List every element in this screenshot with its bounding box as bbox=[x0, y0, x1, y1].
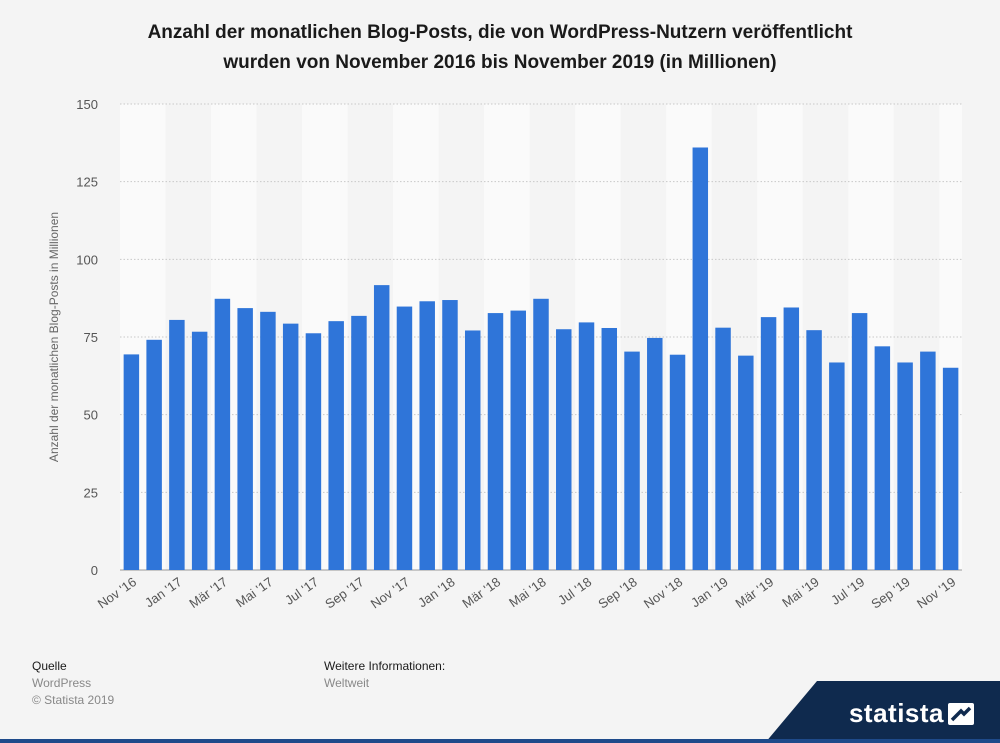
bar bbox=[123, 354, 140, 570]
bar bbox=[897, 362, 913, 570]
x-tick-label: Jan '19 bbox=[688, 574, 731, 610]
bar bbox=[738, 355, 754, 570]
bar bbox=[942, 367, 959, 570]
bar bbox=[328, 321, 344, 570]
x-tick-label: Sep '17 bbox=[322, 574, 366, 611]
x-tick-label: Jul '19 bbox=[828, 574, 867, 608]
bar bbox=[260, 311, 276, 570]
info-value: Weltweit bbox=[324, 676, 370, 690]
y-tick-label: 25 bbox=[84, 485, 98, 500]
y-axis-ticks: 0 25 50 75 100 125 150 bbox=[76, 97, 98, 578]
bar bbox=[373, 285, 390, 570]
bar bbox=[920, 351, 936, 570]
bar bbox=[624, 351, 640, 570]
bar bbox=[351, 315, 367, 570]
logo-background bbox=[765, 681, 1000, 743]
bar bbox=[874, 346, 891, 570]
bar bbox=[851, 313, 868, 570]
bar bbox=[237, 308, 253, 570]
bar bbox=[783, 307, 800, 570]
source-name: WordPress bbox=[32, 676, 92, 690]
statista-logo-icon bbox=[948, 703, 974, 725]
bar bbox=[396, 306, 413, 570]
bar bbox=[169, 319, 185, 570]
info-block: Weitere Informationen: Weltweit bbox=[324, 658, 445, 692]
y-tick-label: 125 bbox=[76, 175, 98, 190]
bar bbox=[692, 147, 709, 570]
x-tick-label: Jul '18 bbox=[555, 574, 594, 608]
x-tick-label: Mai '17 bbox=[233, 574, 276, 610]
bar bbox=[601, 327, 618, 570]
bar bbox=[282, 323, 299, 570]
x-tick-label: Nov '17 bbox=[368, 574, 412, 611]
logo-text: statista bbox=[848, 698, 944, 728]
y-tick-label: 100 bbox=[76, 252, 98, 267]
x-axis-ticks: Nov '16 Jan '17 Mär '17 Mai '17 Jul '17 Sep '… bbox=[95, 574, 959, 611]
y-axis-label: Anzahl der monatlichen Blog-Posts in Mil… bbox=[47, 212, 61, 462]
chart-title-line-2: wurden von November 2016 bis November 20… bbox=[223, 52, 777, 73]
x-tick-label: Mär '18 bbox=[459, 574, 503, 611]
bar bbox=[533, 298, 549, 570]
x-tick-label: Mär '17 bbox=[186, 574, 230, 611]
x-tick-label: Jan '18 bbox=[415, 574, 458, 610]
copyright: © Statista 2019 bbox=[32, 693, 115, 707]
x-tick-label: Mai '18 bbox=[506, 574, 549, 610]
info-label: Weitere Informationen: bbox=[324, 659, 446, 673]
x-tick-label: Sep '18 bbox=[595, 574, 639, 611]
x-tick-label: Nov '16 bbox=[95, 574, 139, 611]
x-tick-label: Jan '17 bbox=[142, 574, 185, 610]
source-block: Quelle WordPress © Statista 2019 bbox=[32, 658, 114, 709]
statista-logo: statista bbox=[765, 681, 1000, 743]
y-tick-label: 0 bbox=[91, 563, 98, 578]
bar bbox=[419, 301, 435, 570]
bar bbox=[578, 322, 595, 570]
bars bbox=[123, 147, 959, 570]
x-tick-label: Sep '19 bbox=[868, 574, 912, 611]
bar bbox=[442, 300, 458, 570]
bar bbox=[647, 337, 663, 570]
bar bbox=[806, 330, 822, 570]
y-tick-label: 150 bbox=[76, 97, 98, 112]
bar bbox=[146, 339, 162, 570]
x-tick-label: Mai '19 bbox=[779, 574, 822, 610]
bottom-accent-line bbox=[0, 739, 1000, 743]
source-label: Quelle bbox=[32, 659, 67, 673]
bar bbox=[669, 354, 686, 570]
bar bbox=[464, 330, 481, 570]
bar bbox=[214, 298, 231, 570]
bar bbox=[556, 329, 572, 570]
bar bbox=[305, 333, 322, 570]
x-tick-label: Jul '17 bbox=[282, 574, 321, 608]
chart-title: Anzahl der monatlichen Blog-Posts, die v… bbox=[50, 18, 950, 78]
bar bbox=[510, 310, 526, 570]
x-tick-label: Nov '18 bbox=[641, 574, 685, 611]
chart-title-line-1: Anzahl der monatlichen Blog-Posts, die v… bbox=[147, 22, 853, 43]
bar bbox=[829, 362, 845, 570]
bar bbox=[760, 317, 777, 570]
x-tick-label: Nov '19 bbox=[914, 574, 958, 611]
x-tick-label: Mär '19 bbox=[732, 574, 776, 611]
y-tick-label: 50 bbox=[84, 408, 98, 423]
bar bbox=[191, 331, 208, 570]
bar bbox=[715, 327, 731, 570]
y-tick-label: 75 bbox=[84, 330, 98, 345]
bar bbox=[487, 313, 504, 570]
